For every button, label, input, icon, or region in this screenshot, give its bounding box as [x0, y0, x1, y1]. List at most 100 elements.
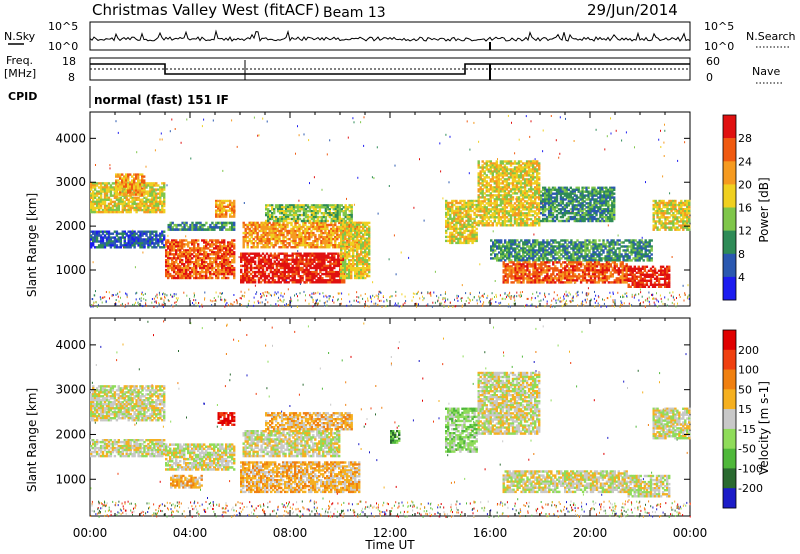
ground-scatter	[90, 114, 691, 308]
echo-band	[170, 474, 203, 489]
colorbar-tick-label: -50	[738, 443, 756, 456]
echo-band	[167, 221, 236, 231]
colorbar-tick-label: -200	[738, 482, 763, 495]
echo-band	[265, 412, 353, 431]
colorbar-tick-label: 50	[738, 383, 752, 396]
nsky-tick-top: 10^5	[48, 20, 78, 33]
colorbar-swatch	[723, 276, 736, 301]
y-tick-label: 3000	[55, 383, 86, 397]
date-label: 29/Jun/2014	[587, 1, 678, 19]
velocity-ylabel: Slant Range [km]	[25, 388, 39, 492]
x-tick-label: 16:00	[473, 526, 508, 540]
colorbar-tick-label: 28	[738, 132, 752, 145]
colorbar-swatch	[723, 428, 736, 449]
colorbar-swatch	[723, 349, 736, 370]
colorbar-power: 4 8 12 16 20 24 28	[722, 114, 752, 301]
echo-band	[340, 221, 371, 280]
colorbar-tick-label: 100	[738, 364, 759, 377]
nave-label: Nave	[752, 65, 780, 78]
cpid-value: normal (fast) 151 IF	[94, 93, 229, 107]
colorbar-swatch	[723, 138, 736, 162]
colorbar-tick-label: 200	[738, 344, 759, 357]
echo-band	[165, 443, 236, 471]
echo-band	[90, 230, 166, 249]
colorbar-swatch	[723, 253, 736, 278]
freq-tick-top: 18	[62, 55, 76, 68]
echo-band	[652, 407, 691, 440]
colorbar-swatch	[723, 230, 736, 254]
freq-tick-bottom: 8	[68, 71, 75, 84]
echo-band	[90, 439, 166, 458]
colorbar-swatch	[723, 115, 736, 139]
xaxis-label: Time UT	[364, 538, 415, 552]
y-tick-label: 3000	[55, 175, 86, 189]
nsky-trace	[89, 29, 691, 50]
cpid-label: CPID	[8, 90, 37, 103]
colorbar-swatch	[723, 369, 736, 390]
x-tick-label: 00:00	[673, 526, 708, 540]
nave-tick-top: 60	[706, 55, 720, 68]
echo-band	[215, 199, 236, 218]
echo-band	[90, 385, 166, 422]
echo-band	[165, 239, 236, 280]
ground-scatter	[90, 319, 691, 518]
nsearch-tick-bottom: 10^0	[704, 40, 734, 53]
colorbar-swatch	[723, 409, 736, 430]
colorbar-swatch	[723, 448, 736, 469]
colorbar-tick-label: -100	[738, 462, 763, 475]
nsearch-tick-top: 10^5	[704, 20, 734, 33]
echo-band	[445, 407, 478, 453]
echo-band	[540, 186, 616, 223]
freq-unit-label: [MHz]	[4, 67, 36, 80]
colorbar-velocity: 200 100 50 15 -15 -50 -100 -200	[722, 329, 763, 509]
station-title: Christmas Valley West (fitACF)	[92, 1, 320, 19]
echo-band	[502, 470, 628, 494]
echo-band	[490, 239, 653, 262]
x-tick-label: 20:00	[573, 526, 608, 540]
colorbar-tick-label: 16	[738, 202, 752, 215]
colorbar-swatch	[723, 184, 736, 208]
echo-band	[477, 160, 541, 227]
colorbar-tick-label: 24	[738, 155, 752, 168]
echo-band	[502, 261, 628, 284]
y-tick-label: 1000	[55, 472, 86, 486]
colorbar-swatch	[723, 161, 736, 185]
y-tick-label: 4000	[55, 338, 86, 352]
echo-band	[627, 474, 671, 498]
echo-band	[390, 430, 401, 444]
echo-band	[265, 204, 353, 223]
echo-band	[477, 371, 541, 435]
echo-band	[240, 461, 361, 494]
beam-label: Beam 13	[323, 5, 386, 21]
y-tick-label: 1000	[55, 263, 86, 277]
echo-band	[445, 199, 478, 245]
freq-label: Freq.	[6, 54, 33, 67]
nsky-panel-frame	[89, 21, 691, 51]
y-tick-label: 4000	[55, 131, 86, 145]
x-tick-label: 12:00	[373, 526, 408, 540]
colorbar-swatch	[723, 207, 736, 231]
nsky-tick-bottom: 10^0	[48, 40, 78, 53]
echo-band	[242, 430, 341, 458]
colorbar-swatch	[723, 468, 736, 489]
colorbar-tick-label: 8	[738, 248, 745, 261]
x-axis-ticks: 00:00 04:00 08:00 12:00 16:00 20:00 00:00	[73, 526, 708, 540]
freq-line	[90, 63, 690, 75]
echo-band	[115, 173, 146, 196]
colorbar-tick-label: 12	[738, 225, 752, 238]
colorbar-tick-label: 20	[738, 178, 752, 191]
echo-band	[240, 252, 346, 284]
x-tick-label: 00:00	[73, 526, 108, 540]
velocity-heatmap: 1000 2000 3000 4000	[55, 317, 691, 518]
x-tick-label: 08:00	[273, 526, 308, 540]
colorbar-tick-label: 4	[738, 271, 745, 284]
colorbar-swatch	[723, 488, 736, 509]
velocity-colorbar-label: Velocity [m s-1]	[757, 381, 771, 475]
nave-tick-bottom: 0	[706, 71, 713, 84]
echo-band	[652, 199, 691, 231]
colorbar-tick-label: 15	[738, 403, 752, 416]
power-heatmap: 1000 2000 3000 4000	[55, 111, 691, 308]
freq-trace	[90, 60, 690, 80]
power-colorbar-label: Power [dB]	[757, 177, 771, 242]
